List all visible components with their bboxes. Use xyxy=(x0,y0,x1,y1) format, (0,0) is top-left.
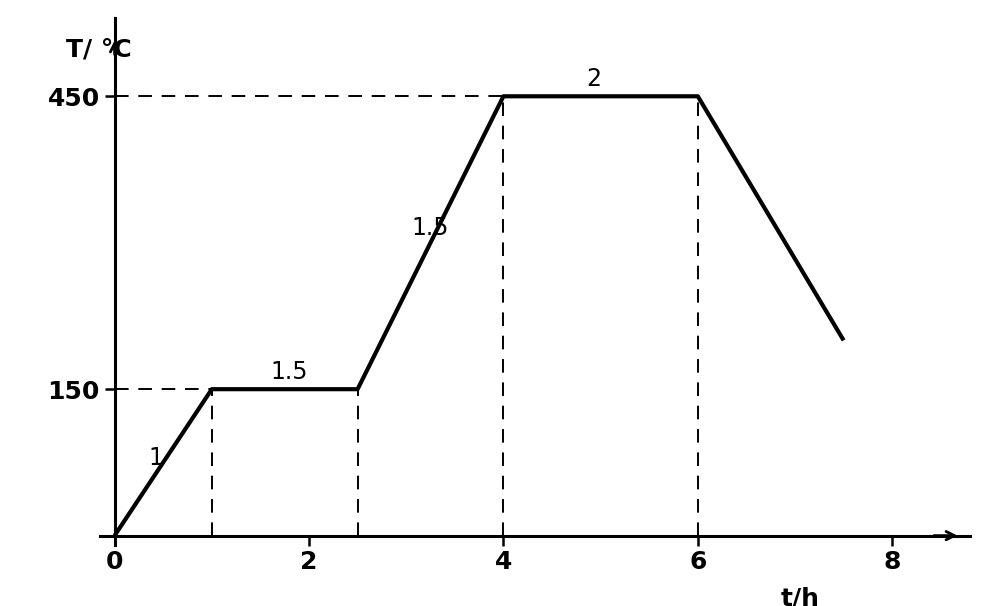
Text: 1: 1 xyxy=(149,445,163,470)
Text: 2: 2 xyxy=(586,67,601,91)
Text: 1.5: 1.5 xyxy=(270,359,308,384)
Text: 1.5: 1.5 xyxy=(411,216,449,240)
Text: t/h: t/h xyxy=(780,587,819,606)
Text: T/ °C: T/ °C xyxy=(66,38,132,62)
